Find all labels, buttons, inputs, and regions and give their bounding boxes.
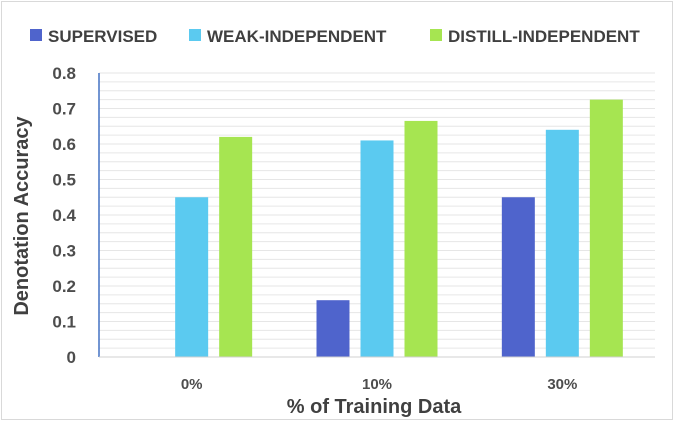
legend-swatch-weak-independent — [189, 29, 201, 41]
bar-weak-independent-30pct — [545, 129, 579, 357]
bar-weak-independent-10pct — [360, 140, 394, 357]
x-category-label: 10% — [362, 376, 392, 393]
y-axis-title: Denotation Accuracy — [11, 115, 33, 315]
y-tick-labels: 0 0.1 0.2 0.3 0.4 0.5 0.6 0.7 0.8 — [52, 64, 76, 367]
x-category-label: 0% — [181, 376, 203, 393]
bar-supervised-10pct — [316, 300, 350, 357]
bar-distill-independent-0pct — [219, 136, 253, 357]
y-tick-label: 0.2 — [52, 277, 76, 296]
legend-swatch-supervised — [30, 29, 42, 41]
legend: SUPERVISED WEAK-INDEPENDENT DISTILL-INDE… — [30, 27, 640, 46]
y-tick-label: 0.3 — [52, 242, 76, 261]
bar-distill-independent-30pct — [589, 99, 623, 357]
bar-weak-independent-0pct — [175, 197, 209, 357]
legend-label-distill-independent: DISTILL-INDEPENDENT — [448, 27, 640, 46]
legend-swatch-distill-independent — [430, 29, 442, 41]
x-axis-title: % of Training Data — [287, 396, 462, 418]
x-category-labels: 0% 10% 30% — [181, 376, 578, 393]
bar-distill-independent-10pct — [404, 120, 438, 357]
x-category-label: 30% — [547, 376, 577, 393]
bar-supervised-30pct — [501, 197, 535, 357]
y-tick-label: 0.6 — [52, 135, 76, 154]
y-tick-label: 0.4 — [52, 206, 76, 225]
legend-label-weak-independent: WEAK-INDEPENDENT — [207, 27, 387, 46]
y-tick-label: 0.7 — [52, 100, 76, 119]
y-tick-label: 0 — [67, 348, 76, 367]
legend-label-supervised: SUPERVISED — [48, 27, 157, 46]
y-tick-label: 0.1 — [52, 313, 76, 332]
bars — [175, 99, 623, 357]
y-tick-label: 0.8 — [52, 64, 76, 83]
y-tick-label: 0.5 — [52, 171, 76, 190]
